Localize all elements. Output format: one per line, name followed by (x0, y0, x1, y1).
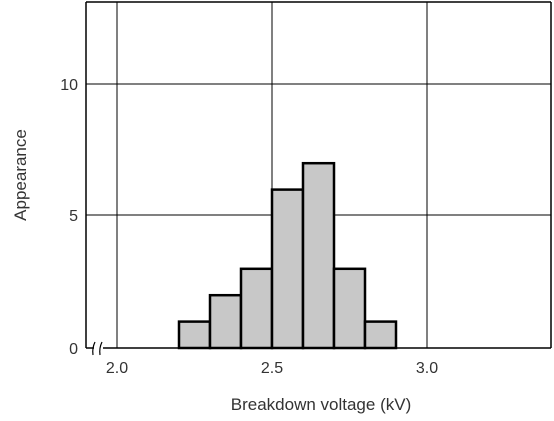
x-tick-label-3.0: 3.0 (416, 360, 438, 377)
axis-break-mark (92, 341, 103, 356)
x-tick-label-2.5: 2.5 (261, 360, 283, 377)
y-axis-label: Appearance (11, 129, 30, 221)
y-tick-label-5: 5 (69, 208, 78, 225)
plot-frame (85, 1, 552, 356)
bars (177, 161, 398, 350)
histogram-bar-4 (270, 188, 305, 350)
x-tick-label-2.0: 2.0 (106, 360, 128, 377)
histogram-bar-1 (177, 320, 212, 350)
x-axis-label: Breakdown voltage (kV) (231, 395, 411, 414)
histogram-bar-6 (332, 267, 367, 350)
y-tick-label-0: 0 (69, 341, 78, 358)
histogram-bar-2 (208, 293, 243, 350)
histogram-bar-5 (301, 161, 336, 350)
histogram-bar-3 (239, 267, 274, 350)
y-tick-labels: 10 5 0 (60, 77, 78, 358)
x-tick-labels: 2.0 2.5 3.0 (106, 360, 438, 377)
histogram-bar-7 (363, 320, 398, 350)
y-tick-label-10: 10 (60, 77, 78, 94)
